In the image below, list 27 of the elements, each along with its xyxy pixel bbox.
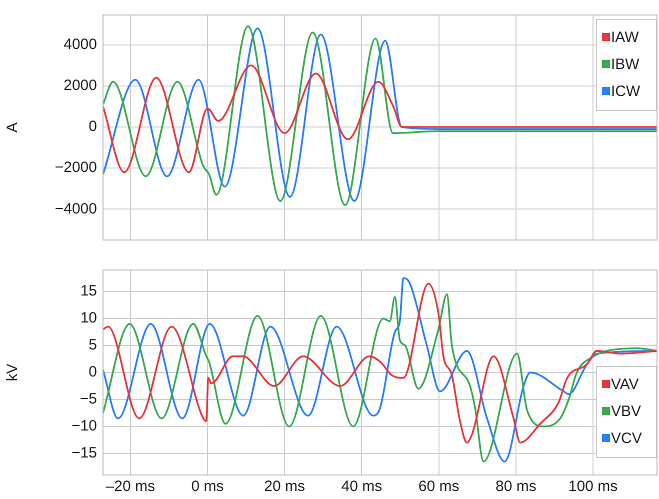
legend-label: VAV — [611, 376, 639, 394]
legend-label: VCV — [611, 430, 642, 448]
y-tick-label: 15 — [80, 282, 97, 300]
x-tick-label: 100 ms — [568, 478, 618, 496]
y-axis-title: A — [4, 122, 22, 133]
x-tick-label: –20 ms — [106, 478, 155, 496]
legend-label: IAW — [611, 29, 640, 46]
y-tick-label: 0 — [88, 364, 97, 381]
x-tick-label: 80 ms — [495, 478, 536, 496]
y-tick-label: −4000 — [54, 200, 97, 218]
x-tick-label: 40 ms — [341, 478, 382, 496]
legend-label: ICW — [611, 83, 641, 100]
y-tick-label: 5 — [88, 336, 97, 354]
y-tick-label: −5 — [80, 390, 97, 408]
legend-label: VBV — [611, 403, 642, 420]
y-tick-label: 2000 — [64, 77, 97, 94]
y-tick-label: −10 — [72, 418, 97, 435]
x-tick-label: 60 ms — [418, 478, 460, 496]
y-tick-label: −2000 — [54, 159, 97, 176]
y-axis-title: kV — [4, 364, 22, 382]
y-tick-label: 4000 — [64, 36, 97, 53]
x-tick-label: 20 ms — [264, 478, 306, 496]
y-tick-label: 0 — [88, 118, 97, 136]
y-tick-label: 10 — [80, 310, 97, 327]
x-tick-label: 0 ms — [191, 478, 224, 496]
legend-label: IBW — [611, 56, 640, 74]
y-tick-label: −15 — [72, 444, 97, 462]
